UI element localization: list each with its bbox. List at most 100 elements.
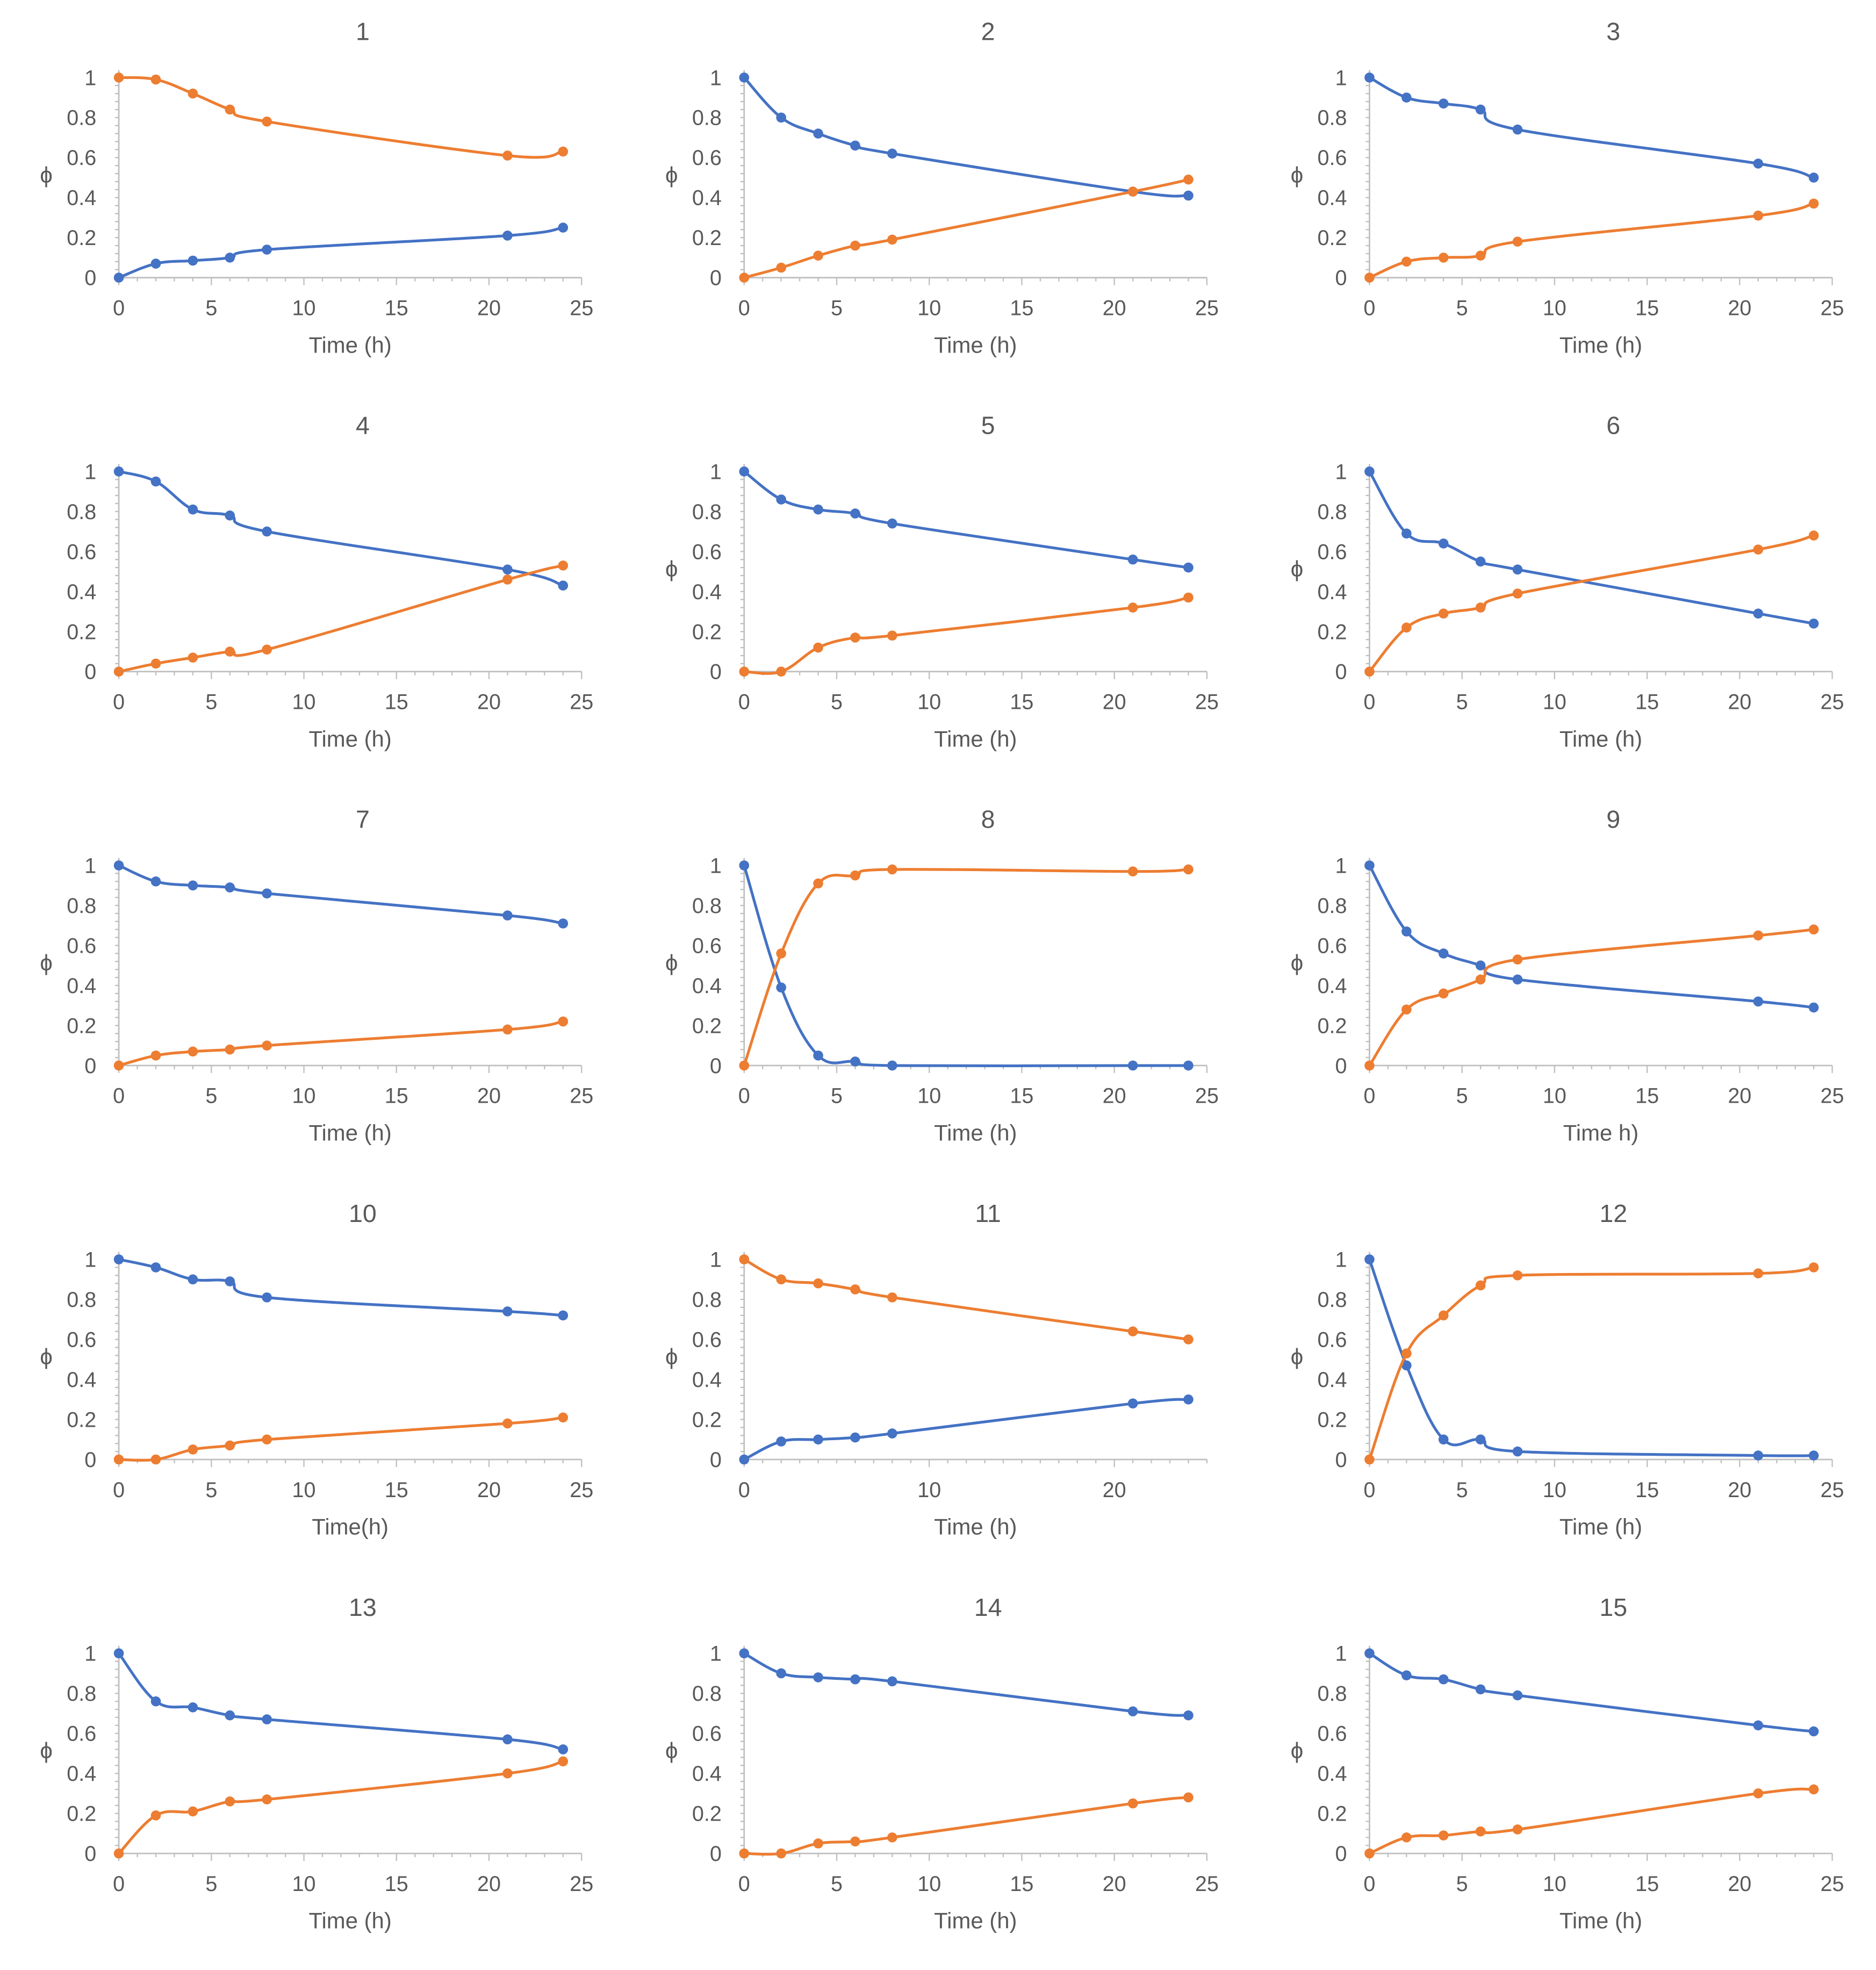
y-tick-label: 0	[710, 1054, 722, 1078]
y-tick-label: 0.2	[67, 1014, 96, 1038]
data-point-orange	[1753, 544, 1764, 555]
data-point-blue	[502, 564, 513, 575]
x-tick-label: 10	[1543, 691, 1566, 714]
x-tick-label: 0	[1363, 1084, 1375, 1108]
x-axis-label: Time (h)	[934, 726, 1017, 751]
x-tick-label: 5	[831, 1084, 843, 1108]
data-point-orange	[887, 630, 897, 641]
data-point-orange	[1401, 622, 1412, 633]
data-point-blue	[1753, 608, 1764, 619]
data-point-blue	[776, 1436, 786, 1447]
data-point-blue	[502, 1306, 513, 1317]
y-tick-label: 0.4	[692, 580, 722, 604]
x-tick-label: 20	[477, 1084, 501, 1108]
chart-panel-13: 13 0 5 10 15 20 25 0 0.2 0.4 0.6 0.8 1 Time (h) ϕ	[40, 1593, 593, 1933]
y-tick-label: 0.6	[1318, 1328, 1347, 1352]
data-point-blue	[113, 1648, 124, 1659]
y-tick-label: 0.8	[67, 1288, 96, 1312]
data-point-blue	[558, 1310, 569, 1321]
data-point-orange	[776, 262, 786, 273]
data-point-orange	[502, 1418, 513, 1429]
data-point-blue	[887, 518, 897, 529]
chart-panel-14: 14 0 5 10 15 20 25 0 0.2 0.4 0.6 0.8 1 Time (h) ϕ	[665, 1593, 1219, 1933]
data-point-blue	[1475, 1684, 1486, 1695]
data-point-blue	[1753, 159, 1764, 169]
data-point-blue	[1438, 538, 1449, 549]
data-point-blue	[150, 476, 161, 487]
x-tick-label: 25	[570, 691, 593, 714]
data-point-orange	[1364, 666, 1375, 677]
x-tick-label: 20	[477, 1478, 501, 1502]
y-tick-label: 0.8	[692, 1682, 722, 1706]
x-tick-label: 0	[1363, 296, 1375, 320]
x-tick-label: 5	[831, 296, 843, 320]
data-point-orange	[1438, 988, 1449, 999]
x-axis-label: Time (h)	[934, 332, 1017, 357]
data-point-blue	[502, 910, 513, 921]
data-point-orange	[1401, 1832, 1412, 1843]
y-tick-label: 0.6	[1318, 1722, 1347, 1746]
data-point-orange	[1753, 210, 1764, 221]
chart-panel-15: 15 0 5 10 15 20 25 0 0.2 0.4 0.6 0.8 1 Time (h) ϕ	[1291, 1593, 1844, 1933]
data-point-orange	[188, 1444, 198, 1455]
data-point-orange	[1808, 924, 1819, 934]
x-tick-label: 25	[1195, 1872, 1219, 1896]
y-tick-label: 0.6	[1318, 540, 1347, 564]
data-point-orange	[502, 150, 513, 161]
x-tick-label: 25	[1821, 1478, 1844, 1502]
data-point-blue	[502, 231, 513, 241]
y-axis-label: ϕ	[1291, 556, 1303, 581]
data-point-orange	[1438, 1830, 1449, 1840]
data-point-orange	[1127, 1798, 1138, 1809]
y-tick-label: 0.2	[692, 226, 722, 250]
y-tick-label: 1	[1335, 854, 1347, 878]
data-point-orange	[558, 1016, 569, 1027]
data-point-blue	[225, 882, 235, 893]
series-line-orange	[744, 178, 1189, 279]
series-line-blue	[1368, 1259, 1814, 1457]
chart-panel-7: 7 0 5 10 15 20 25 0 0.2 0.4 0.6 0.8 1 Time (h) ϕ	[40, 806, 593, 1146]
data-point-orange	[1127, 866, 1138, 876]
chart-title: 3	[1606, 17, 1620, 45]
data-point-blue	[1475, 1434, 1486, 1445]
y-axis-label: ϕ	[1291, 1344, 1303, 1369]
data-point-blue	[887, 148, 897, 159]
data-point-blue	[1808, 1450, 1819, 1461]
data-point-orange	[558, 560, 569, 571]
y-tick-label: 0.2	[67, 226, 96, 250]
series-line-blue	[1369, 76, 1814, 179]
data-point-orange	[813, 878, 823, 889]
data-point-orange	[1127, 1326, 1138, 1336]
y-tick-label: 0.2	[67, 620, 96, 644]
data-point-orange	[1364, 1848, 1375, 1859]
y-tick-label: 0.6	[1318, 146, 1347, 170]
data-point-blue	[262, 1714, 272, 1724]
y-axis-label: ϕ	[40, 1738, 52, 1763]
data-point-blue	[1183, 1060, 1194, 1071]
data-point-orange	[1183, 1792, 1194, 1803]
data-point-blue	[850, 1674, 860, 1685]
data-point-blue	[1364, 466, 1375, 477]
x-tick-label: 25	[1821, 1084, 1844, 1108]
y-tick-label: 1	[84, 460, 96, 484]
y-tick-label: 0	[84, 267, 96, 290]
x-tick-label: 15	[1010, 296, 1033, 320]
y-tick-label: 1	[84, 66, 96, 90]
data-point-orange	[813, 642, 823, 653]
data-point-orange	[776, 1848, 786, 1859]
x-tick-label: 5	[1456, 1084, 1468, 1108]
data-point-orange	[113, 1454, 124, 1465]
x-axis-label: Time (h)	[1559, 332, 1642, 357]
data-point-blue	[887, 1676, 897, 1687]
data-point-blue	[1512, 1446, 1523, 1457]
series-line-blue	[1368, 471, 1814, 625]
data-point-orange	[262, 116, 272, 127]
chart-panel-12: 12 0 5 10 15 20 25 0 0.2 0.4 0.6 0.8 1 Time (h) ϕ	[1291, 1199, 1844, 1540]
x-tick-label: 20	[1728, 691, 1751, 714]
x-tick-label: 20	[477, 691, 501, 714]
y-tick-label: 0	[710, 1842, 722, 1866]
y-tick-label: 1	[710, 1248, 722, 1272]
data-point-orange	[1364, 272, 1375, 283]
